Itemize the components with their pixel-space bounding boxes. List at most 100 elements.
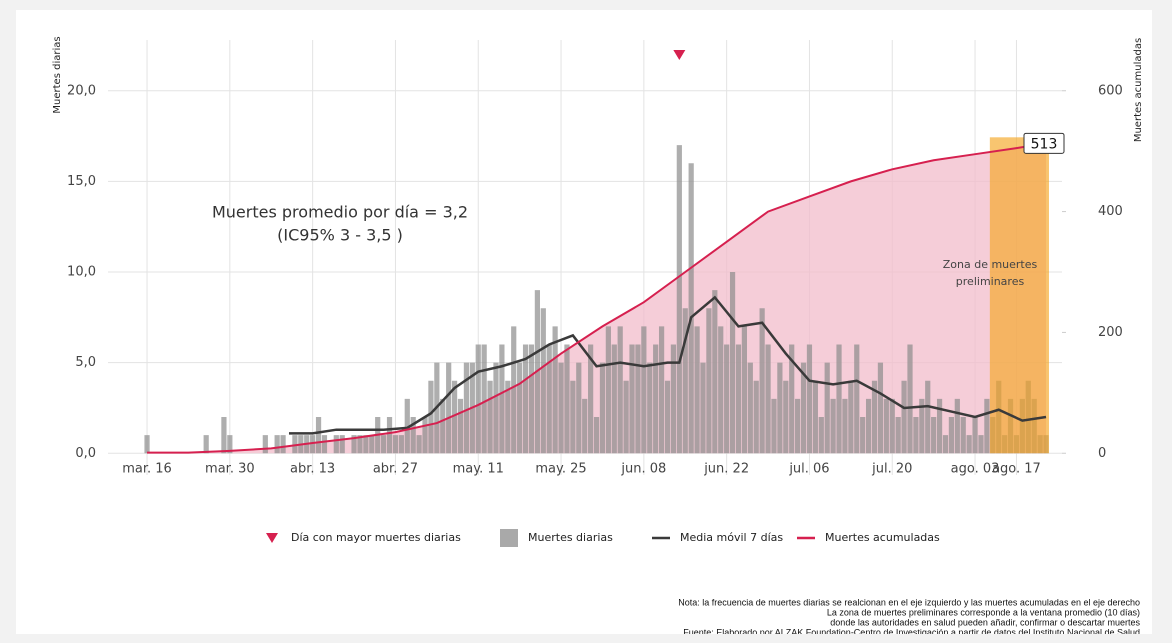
daily-bar (889, 398, 895, 454)
legend-label: Media móvil 7 días (680, 531, 783, 544)
daily-bar (925, 380, 931, 454)
daily-bar (664, 380, 671, 454)
daily-bar (954, 398, 960, 454)
daily-bar (759, 308, 765, 454)
daily-bar (623, 380, 629, 454)
zone-label: preliminares (956, 275, 1025, 288)
daily-bar (795, 398, 801, 454)
daily-bar (842, 398, 848, 454)
y2-tick-label: 0 (1098, 446, 1106, 461)
daily-bar (333, 435, 339, 454)
cumulative-area (147, 143, 1047, 454)
daily-bar (682, 308, 688, 454)
daily-bar (493, 362, 499, 454)
daily-bar (339, 435, 345, 454)
y-tick-label: 10,0 (67, 265, 96, 280)
daily-bar (848, 380, 854, 454)
daily-bar (635, 344, 641, 454)
daily-bar (830, 398, 836, 454)
daily-bar (611, 344, 617, 454)
daily-bar (528, 344, 535, 454)
daily-bar (972, 417, 978, 454)
daily-bar (913, 417, 919, 454)
daily-bar (404, 398, 410, 454)
daily-bar (919, 398, 925, 454)
daily-bar (517, 362, 523, 454)
y-tick-label: 5,0 (75, 355, 96, 370)
daily-bar (280, 435, 286, 454)
preliminary-zone (989, 137, 1049, 454)
x-tick-label: jun. 22 (703, 462, 749, 477)
daily-bar (617, 326, 623, 454)
daily-bar (966, 435, 972, 454)
daily-bar (735, 344, 742, 454)
daily-bar (357, 435, 363, 454)
daily-bar (771, 398, 777, 454)
daily-bar (499, 344, 505, 454)
cumulative-line (147, 142, 1047, 454)
daily-bar (576, 362, 582, 454)
x-tick-label: may. 11 (453, 462, 504, 477)
daily-bar (818, 417, 824, 454)
daily-bar (605, 326, 611, 454)
daily-bar (978, 435, 984, 454)
y-tick-label: 20,0 (67, 83, 96, 98)
daily-bar (629, 344, 635, 454)
daily-bar (824, 362, 830, 454)
daily-bar (203, 435, 209, 454)
daily-bar (227, 435, 233, 454)
daily-bar (747, 362, 753, 454)
daily-bar (422, 417, 428, 454)
daily-bar (262, 435, 268, 454)
daily-bar (511, 326, 517, 454)
daily-bar (440, 398, 446, 454)
daily-bar (647, 362, 653, 454)
daily-bar (582, 398, 588, 454)
end-label-box (1023, 132, 1065, 154)
legend-label: Muertes diarias (528, 531, 613, 544)
daily-bar (392, 435, 399, 454)
note: La zona de muertes preliminares correspo… (827, 607, 1140, 617)
daily-bar (901, 380, 907, 454)
daily-bar (907, 344, 913, 454)
x-tick-label: jun. 08 (620, 462, 666, 477)
daily-bar (936, 398, 943, 454)
daily-bar (641, 326, 647, 454)
note: Fuente: Elaborado por ALZAK Foundation-C… (683, 627, 1140, 634)
x-tick-label: mar. 16 (122, 462, 172, 477)
daily-bar (363, 435, 369, 454)
daily-bar (446, 362, 452, 454)
zone-label: Zona de muertes (943, 258, 1038, 271)
y-tick-label: 15,0 (67, 174, 96, 189)
x-tick-label: mar. 30 (205, 462, 255, 477)
x-tick-label: abr. 27 (373, 462, 418, 477)
x-tick-label: jul. 20 (871, 462, 912, 477)
x-tick-label: abr. 13 (290, 462, 335, 477)
daily-bar (658, 326, 665, 454)
daily-bar (942, 435, 949, 454)
x-tick-label: jul. 06 (788, 462, 829, 477)
daily-bar (670, 344, 677, 454)
daily-bar (321, 435, 328, 454)
legend-label: Día con mayor muertes diarias (291, 531, 461, 544)
daily-bar (789, 344, 795, 454)
daily-bar (398, 435, 404, 454)
annotation: Muertes promedio por día = 3,2 (212, 203, 468, 222)
daily-bar (552, 326, 558, 454)
daily-bar (463, 362, 470, 454)
note: donde las autoridades en salud pueden añ… (830, 617, 1140, 627)
daily-bar (724, 344, 730, 454)
daily-bar (960, 417, 966, 454)
daily-bar (694, 326, 700, 454)
daily-bar (593, 417, 600, 454)
daily-bar (812, 380, 818, 454)
daily-bar (369, 435, 375, 454)
daily-bar (883, 398, 889, 454)
chart: 0,0 5,0 10,0 15,0 20,0 0 200 400 600 mar. 16 mar. … (16, 10, 1152, 634)
daily-bar (653, 344, 659, 454)
daily-bar (765, 344, 771, 454)
daily-bar (700, 362, 706, 454)
daily-bar (871, 380, 878, 454)
daily-bar (718, 326, 724, 454)
daily-bar (712, 290, 718, 454)
